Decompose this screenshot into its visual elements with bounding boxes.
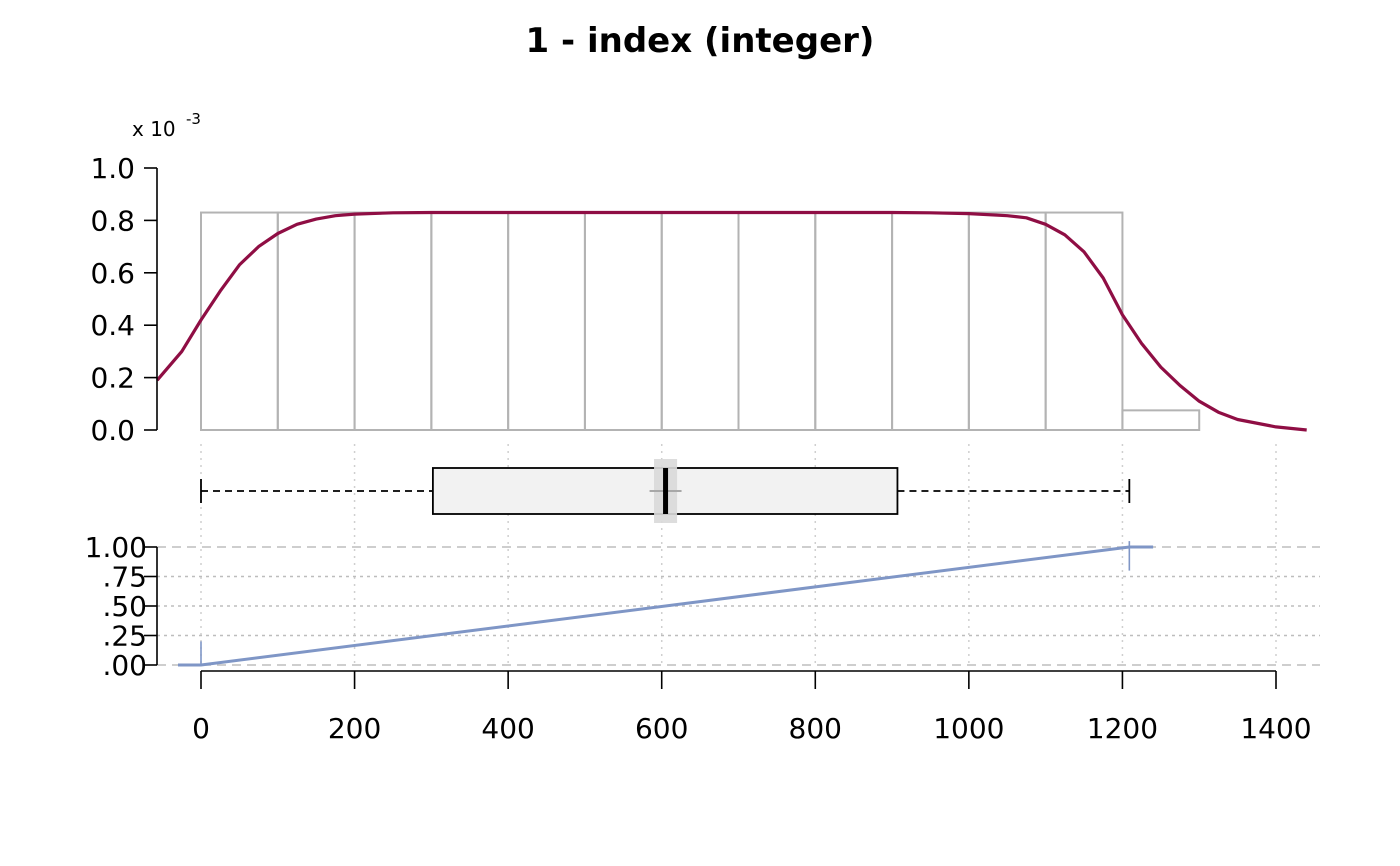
ecdf-y-tick-label-1: .75 xyxy=(102,561,147,594)
x-tick-label-1: 200 xyxy=(328,712,381,745)
boxplot-panel xyxy=(200,459,1131,523)
ecdf-y-tick-label-0: 1.00 xyxy=(85,531,147,564)
density-y-tick-label-5: 1.0 xyxy=(90,152,135,185)
histogram-bar-1 xyxy=(276,211,356,431)
density-y-tick-label-4: 0.8 xyxy=(90,204,135,237)
histogram-bar-3 xyxy=(430,211,510,431)
histogram-bar-0 xyxy=(200,211,279,431)
density-y-tick-label-2: 0.4 xyxy=(90,309,135,342)
x-tick-label-7: 1400 xyxy=(1240,712,1311,745)
histogram-bar-12 xyxy=(1121,409,1201,432)
chart-title: 1 - index (integer) xyxy=(526,21,875,61)
density-multiplier: x 10 -3 xyxy=(132,110,201,141)
histogram-bar-10 xyxy=(967,211,1047,431)
ecdf-y-tick-label-4: .00 xyxy=(102,649,147,682)
x-tick-label-5: 1000 xyxy=(933,712,1004,745)
histogram-bar-4 xyxy=(507,211,586,431)
histogram-bar-2 xyxy=(353,211,433,431)
histogram-bar-5 xyxy=(583,211,663,431)
x-tick-label-0: 0 xyxy=(192,712,210,745)
x-axis: 0 200 400 600 800 1000 1200 1400 xyxy=(192,670,1312,745)
ecdf-line xyxy=(178,545,1154,667)
histogram-bar-11 xyxy=(1044,211,1124,431)
x-tick-label-2: 400 xyxy=(481,712,534,745)
ecdf-panel: 1.00.75.50.25.00 xyxy=(85,531,1320,682)
histogram-bar-9 xyxy=(891,211,970,431)
density-y-tick-label-0: 0.0 xyxy=(90,414,135,447)
x-tick-label-3: 600 xyxy=(635,712,688,745)
histogram-bar-8 xyxy=(814,211,894,431)
density-y-tick-label-1: 0.2 xyxy=(90,362,135,395)
ecdf-y-tick-label-2: .50 xyxy=(102,590,147,623)
density-multiplier-exponent: -3 xyxy=(186,110,201,128)
density-panel: 0.0 0.2 0.4 0.6 0.8 1.0 xyxy=(90,152,1307,447)
density-y-tick-label-3: 0.6 xyxy=(90,257,135,290)
density-curve xyxy=(155,210,1307,432)
vertical-gridlines xyxy=(200,444,1277,668)
histogram-bar-6 xyxy=(660,211,740,431)
x-tick-label-4: 800 xyxy=(789,712,842,745)
density-multiplier-base: x 10 xyxy=(132,117,176,141)
histogram-bar-7 xyxy=(737,211,817,431)
x-tick-label-6: 1200 xyxy=(1087,712,1158,745)
ecdf-y-tick-label-3: .25 xyxy=(102,620,147,653)
